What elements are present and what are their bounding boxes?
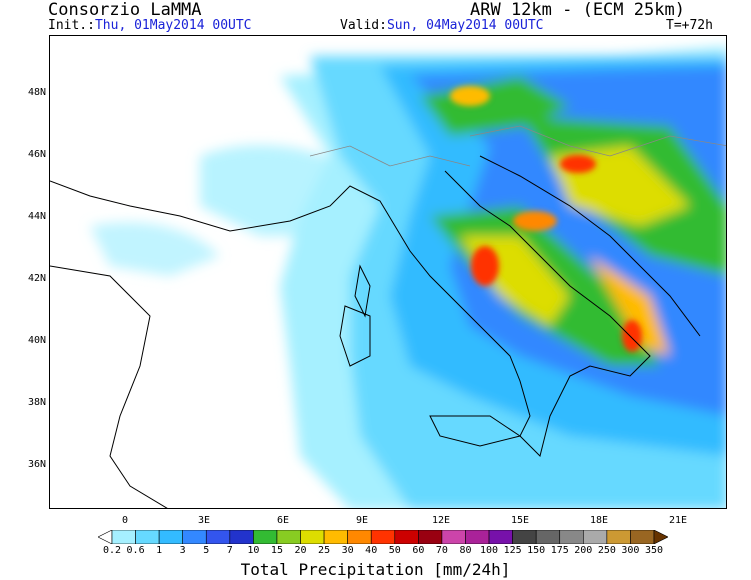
colorbar-swatch bbox=[253, 530, 278, 544]
precip-field bbox=[90, 46, 726, 508]
colorbar-swatch bbox=[158, 530, 183, 544]
colorbar-level-label: 1 bbox=[156, 545, 163, 556]
colorbar-level-label: 350 bbox=[644, 545, 664, 556]
colorbar-swatch bbox=[347, 530, 372, 544]
colorbar-level-label: 10 bbox=[247, 545, 260, 556]
lon-label-15e: 15E bbox=[510, 515, 530, 526]
lat-label-46n: 46N bbox=[28, 149, 47, 160]
colorbar-level-label: 25 bbox=[318, 545, 331, 556]
precipitation-map bbox=[49, 35, 727, 509]
colorbar-swatch bbox=[535, 530, 561, 544]
init-label: Init.: bbox=[48, 18, 95, 33]
valid-label: Valid: bbox=[340, 18, 387, 33]
colorbar-level-label: 125 bbox=[503, 545, 522, 556]
colorbar-swatch bbox=[205, 530, 231, 544]
colorbar-level-label: 0.2 bbox=[102, 545, 122, 556]
lat-label-40n: 40N bbox=[28, 335, 47, 346]
colorbar-level-label: 40 bbox=[365, 545, 378, 556]
lat-label-42n: 42N bbox=[28, 273, 47, 284]
colorbar-level-label: 100 bbox=[480, 545, 499, 556]
colorbar-swatch bbox=[111, 530, 136, 544]
colorbar-level-label: 15 bbox=[270, 545, 283, 556]
colorbar-level-label: 5 bbox=[203, 545, 210, 556]
coastlines bbox=[50, 155, 701, 508]
valid-value: Sun, 04May2014 00UTC bbox=[386, 18, 544, 33]
colorbar-level-label: 7 bbox=[226, 545, 233, 556]
colorbar-level-label: 175 bbox=[550, 545, 569, 556]
colorbar-title: Total Precipitation [mm/24h] bbox=[240, 560, 511, 579]
init-time: Init.:Thu, 01May2014 00UTC bbox=[48, 18, 252, 33]
colorbar-swatch bbox=[488, 530, 513, 544]
lat-label-36n: 36N bbox=[28, 459, 47, 470]
colorbar-swatch bbox=[559, 530, 584, 544]
colorbar-swatch bbox=[323, 530, 348, 544]
colorbar-swatch bbox=[583, 530, 608, 544]
colorbar-level-label: 3 bbox=[179, 545, 186, 556]
colorbar-swatch bbox=[512, 530, 537, 544]
lat-label-48n: 48N bbox=[28, 87, 47, 98]
lon-label-21e: 21E bbox=[668, 515, 688, 526]
colorbar-level-label: 250 bbox=[597, 545, 616, 556]
colorbar-level-label: 80 bbox=[459, 545, 472, 556]
lat-label-38n: 38N bbox=[28, 397, 47, 408]
agency-title: Consorzio LaMMA bbox=[48, 0, 202, 20]
colorbar-level-label: 20 bbox=[294, 545, 307, 556]
lat-label-44n: 44N bbox=[28, 211, 47, 222]
colorbar-swatch bbox=[465, 530, 490, 544]
colorbar-swatch bbox=[630, 530, 655, 544]
model-title: ARW 12km - (ECM 25km) bbox=[470, 0, 685, 20]
colorbar-level-label: 30 bbox=[341, 545, 354, 556]
map-canvas bbox=[50, 46, 726, 508]
borders bbox=[309, 125, 726, 167]
precip-peaks bbox=[450, 86, 642, 352]
init-value: Thu, 01May2014 00UTC bbox=[94, 18, 252, 33]
colorbar-swatch bbox=[606, 530, 631, 544]
colorbar-level-label: 50 bbox=[388, 545, 401, 556]
colorbar-level-label: 150 bbox=[527, 545, 546, 556]
colorbar-swatch bbox=[441, 530, 466, 544]
colorbar-level-label: 200 bbox=[574, 545, 593, 556]
lon-label-3e: 3E bbox=[197, 515, 211, 526]
colorbar-level-label: 0.6 bbox=[126, 545, 145, 556]
lon-label-6e: 6E bbox=[276, 515, 290, 526]
lon-label-9e: 9E bbox=[355, 515, 369, 526]
colorbar-level-label: 70 bbox=[435, 545, 448, 556]
colorbar-swatch bbox=[135, 530, 160, 544]
lon-label-12e: 12E bbox=[431, 515, 451, 526]
lon-label-0: 0 bbox=[121, 515, 129, 526]
colorbar-level-label: 60 bbox=[412, 545, 425, 556]
colorbar-swatch bbox=[653, 530, 668, 544]
colorbar-swatch bbox=[394, 530, 419, 544]
lon-label-18e: 18E bbox=[589, 515, 609, 526]
colorbar-swatch bbox=[229, 530, 254, 544]
colorbar-swatch bbox=[182, 530, 207, 544]
colorbar-swatch bbox=[276, 530, 301, 544]
colorbar-level-label: 300 bbox=[621, 545, 640, 556]
colorbar bbox=[98, 530, 668, 544]
colorbar-swatch bbox=[98, 530, 113, 544]
valid-time: Valid:Sun, 04May2014 00UTC bbox=[340, 18, 544, 33]
colorbar-swatch bbox=[418, 530, 443, 544]
forecast-step: T=+72h bbox=[666, 18, 713, 33]
colorbar-swatch bbox=[300, 530, 325, 544]
colorbar-swatch bbox=[370, 530, 396, 544]
